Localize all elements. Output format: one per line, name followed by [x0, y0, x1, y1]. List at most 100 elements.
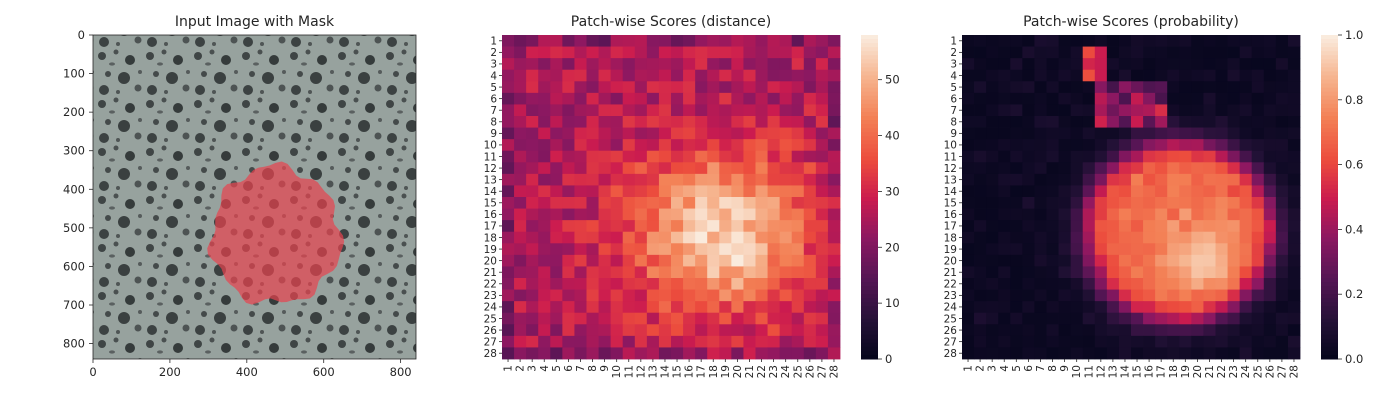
- heatmap-cell: [1070, 58, 1084, 71]
- heatmap-cell: [538, 231, 551, 244]
- heatmap-cell: [1118, 243, 1132, 256]
- colorbar-segment: [1321, 144, 1338, 149]
- heatmap-cell: [1106, 81, 1120, 94]
- heatmap-cell: [526, 335, 539, 348]
- heatmap-cell: [683, 116, 696, 128]
- heatmap-cell: [1215, 58, 1228, 71]
- heatmap-cell: [622, 35, 636, 47]
- heatmap-cell: [731, 220, 744, 233]
- colorbar-segment: [1321, 205, 1338, 210]
- heatmap-cell: [986, 173, 999, 186]
- heatmap-cell: [1010, 104, 1023, 117]
- heatmap-cell: [526, 301, 539, 314]
- heatmap-cell: [1251, 254, 1265, 267]
- heatmap-cell: [1131, 104, 1144, 117]
- heatmap-cell: [962, 324, 975, 337]
- image-y-tick-label: 800: [63, 337, 85, 351]
- heatmap-cell: [574, 231, 587, 244]
- heatmap-cell: [1082, 301, 1096, 314]
- heatmap-cell: [767, 301, 781, 314]
- colorbar-segment: [861, 330, 878, 336]
- heatmap-cell: [598, 220, 612, 233]
- heatmap-cell: [1191, 139, 1204, 152]
- colorbar-segment: [1321, 294, 1338, 299]
- heatmap-cell: [1179, 81, 1192, 94]
- heatmap-cell: [707, 104, 720, 117]
- heatmap-cell: [1263, 324, 1277, 337]
- heatmap-cell: [634, 81, 648, 94]
- heatmap-cell: [1131, 173, 1144, 186]
- heatmap-cell: [767, 150, 781, 163]
- heatmap-cell: [1215, 185, 1228, 198]
- heatmap-cell: [1179, 278, 1192, 290]
- heatmap-cell: [1191, 81, 1204, 94]
- heatmap-cell: [646, 324, 660, 337]
- heatmap-cell: [671, 46, 684, 59]
- heatmap-cell: [803, 289, 817, 302]
- heatmap-cell: [574, 116, 587, 128]
- heatmap-cell: [1118, 208, 1132, 221]
- colorbar-segment: [861, 265, 878, 271]
- heatmap-cell: [550, 173, 563, 186]
- heatmap-cell: [1094, 301, 1108, 314]
- heatmap-cell: [1155, 58, 1168, 71]
- heatmap-cell: [1070, 92, 1084, 105]
- heatmap-cell: [1239, 243, 1253, 256]
- heatmap-cell: [622, 254, 636, 267]
- colorbar-segment: [861, 103, 878, 109]
- colorbar-segment: [861, 269, 878, 275]
- heatmap-cell: [986, 220, 999, 233]
- heatmap-cell: [1239, 335, 1253, 348]
- heatmap-x-tick-label: 25: [1252, 365, 1264, 378]
- heatmap-cell: [755, 46, 768, 59]
- heatmap-cell: [683, 162, 696, 175]
- heatmap-cell: [743, 312, 756, 325]
- colorbar-segment: [1321, 201, 1338, 206]
- heatmap-cell: [1203, 208, 1216, 221]
- heatmap-cell: [707, 150, 720, 163]
- heatmap-cell: [1058, 220, 1072, 233]
- heatmap-cell: [803, 243, 817, 256]
- heatmap-cell: [1179, 289, 1192, 302]
- colorbar-segment: [1321, 253, 1338, 259]
- heatmap-cell: [622, 173, 636, 186]
- heatmap-cell: [526, 173, 539, 186]
- heatmap-cell: [550, 266, 563, 279]
- heatmap-cell: [502, 231, 515, 244]
- heatmap-cell: [1070, 69, 1084, 82]
- heatmap-cell: [1167, 301, 1180, 314]
- heatmap-cell: [1022, 301, 1035, 314]
- heatmap-cell: [1179, 347, 1192, 360]
- heatmap-cell: [502, 208, 515, 221]
- heatmap-cell: [974, 197, 987, 209]
- heatmap-cell: [1094, 92, 1108, 105]
- heatmap-cell: [1143, 92, 1156, 105]
- heatmap-cell: [1167, 254, 1180, 267]
- heatmap-cell: [658, 46, 672, 59]
- heatmap-cell: [1082, 69, 1096, 82]
- heatmap-cell: [731, 162, 744, 175]
- heatmap-cell: [986, 289, 999, 302]
- heatmap-cell: [755, 139, 768, 152]
- heatmap-cell: [1070, 35, 1084, 47]
- heatmap-cell: [550, 312, 563, 325]
- heatmap-y-tick-label: 3: [490, 59, 497, 71]
- heatmap-cell: [827, 58, 841, 71]
- heatmap-cell: [815, 278, 829, 290]
- heatmap-cell: [719, 243, 732, 256]
- heatmap-cell: [974, 347, 987, 360]
- heatmap-cell: [1034, 347, 1047, 360]
- heatmap-cell: [1251, 127, 1265, 140]
- heatmap-cell: [562, 266, 575, 279]
- heatmap-cell: [1275, 150, 1289, 163]
- heatmap-cell: [707, 231, 720, 244]
- heatmap-cell: [1094, 116, 1108, 128]
- colorbar-segment: [1321, 269, 1338, 275]
- heatmap-cell: [998, 104, 1011, 117]
- heatmap-cell: [1179, 243, 1192, 256]
- heatmap-cell: [1227, 220, 1241, 233]
- heatmap-cell: [634, 289, 648, 302]
- colorbar-segment: [1321, 298, 1338, 303]
- colorbar-segment: [1321, 330, 1338, 336]
- heatmap-cell: [707, 35, 720, 47]
